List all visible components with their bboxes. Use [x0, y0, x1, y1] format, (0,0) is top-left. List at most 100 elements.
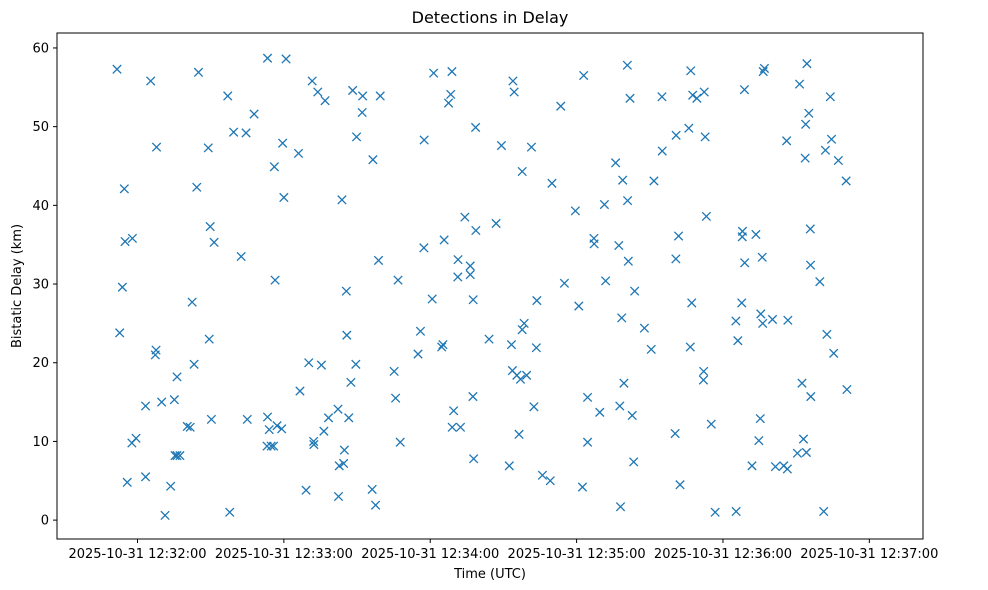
data-point	[698, 375, 709, 385]
data-point	[671, 254, 681, 264]
data-point	[582, 392, 593, 403]
x-tick-label: 2025-10-31 12:35:00	[508, 547, 646, 562]
data-point	[175, 450, 185, 461]
y-axis: 0 10 20 30 40 50 60	[32, 41, 57, 529]
data-point	[639, 323, 650, 333]
data-point	[151, 345, 161, 355]
data-point	[342, 330, 352, 340]
data-point	[701, 211, 712, 222]
data-point	[700, 132, 710, 142]
data-point	[692, 93, 702, 103]
data-point	[547, 178, 557, 188]
data-point	[236, 251, 246, 262]
data-point	[346, 377, 356, 388]
data-point	[203, 143, 213, 153]
data-point	[622, 60, 632, 70]
y-tick-label: 60	[32, 41, 49, 56]
data-point	[515, 374, 526, 384]
y-tick-label: 10	[32, 435, 49, 450]
data-point	[610, 158, 621, 168]
data-point	[615, 502, 626, 512]
data-point	[338, 458, 349, 469]
data-point	[794, 79, 805, 89]
data-point	[737, 226, 748, 236]
data-point	[755, 413, 765, 424]
data-point	[805, 260, 816, 270]
data-point	[465, 261, 475, 271]
data-point	[189, 359, 199, 369]
data-point	[293, 148, 304, 159]
x-tick-label: 2025-10-31 12:32:00	[68, 547, 206, 562]
data-point	[447, 422, 457, 432]
data-point	[468, 454, 479, 464]
data-point	[801, 119, 811, 129]
data-point	[428, 68, 439, 78]
data-point	[389, 366, 399, 377]
data-point	[419, 135, 429, 145]
data-point	[393, 275, 403, 285]
data-point	[619, 378, 629, 388]
data-point	[307, 76, 317, 86]
data-point	[348, 85, 358, 96]
data-point	[438, 339, 448, 350]
data-point	[841, 176, 851, 186]
data-point	[806, 391, 816, 402]
data-point	[833, 155, 844, 166]
data-point	[266, 441, 276, 451]
data-point	[415, 326, 426, 336]
data-point	[805, 224, 815, 234]
data-point	[751, 229, 761, 240]
data-point	[447, 66, 457, 77]
data-point	[375, 91, 385, 101]
x-axis-label: Time (UTC)	[453, 567, 526, 582]
data-point	[739, 84, 750, 95]
data-point	[357, 107, 367, 118]
data-point	[453, 272, 463, 282]
data-point	[710, 507, 720, 517]
x-tick-label: 2025-10-31 12:33:00	[215, 547, 353, 562]
data-point	[455, 422, 466, 432]
data-point	[460, 212, 470, 222]
x-axis: 2025-10-31 12:32:00 2025-10-31 12:33:00 20…	[68, 539, 938, 562]
data-point	[792, 448, 803, 458]
data-point	[757, 252, 767, 262]
data-point	[334, 461, 344, 471]
data-point	[427, 294, 437, 304]
y-tick-label: 0	[41, 514, 49, 529]
data-point	[470, 122, 481, 133]
data-point	[279, 192, 289, 203]
data-point	[468, 295, 478, 305]
data-point	[277, 424, 287, 434]
data-point	[277, 138, 288, 148]
data-point	[740, 258, 750, 268]
data-point	[614, 240, 624, 251]
data-point	[508, 76, 518, 86]
data-point	[504, 461, 514, 471]
y-tick-label: 20	[32, 356, 49, 371]
data-point	[556, 101, 566, 111]
data-point	[646, 344, 656, 355]
data-point	[320, 96, 330, 106]
data-point	[688, 90, 698, 100]
data-point	[670, 428, 680, 439]
y-axis-label: Bistatic Delay (km)	[10, 224, 25, 348]
data-point	[801, 447, 812, 458]
data-point	[205, 221, 215, 232]
data-point	[570, 206, 581, 216]
data-point	[228, 127, 239, 137]
data-point	[758, 318, 768, 329]
data-point	[842, 384, 852, 395]
data-point	[448, 406, 459, 416]
data-point	[826, 134, 837, 144]
data-point	[249, 109, 259, 119]
data-point	[820, 145, 831, 155]
data-point	[686, 66, 696, 76]
x-tick-label: 2025-10-31 12:36:00	[654, 547, 792, 562]
data-point	[308, 436, 319, 447]
data-point	[517, 166, 527, 177]
data-point	[140, 472, 151, 482]
data-point	[151, 142, 162, 152]
data-point	[579, 70, 589, 81]
data-point	[675, 480, 685, 490]
data-point	[491, 218, 501, 229]
